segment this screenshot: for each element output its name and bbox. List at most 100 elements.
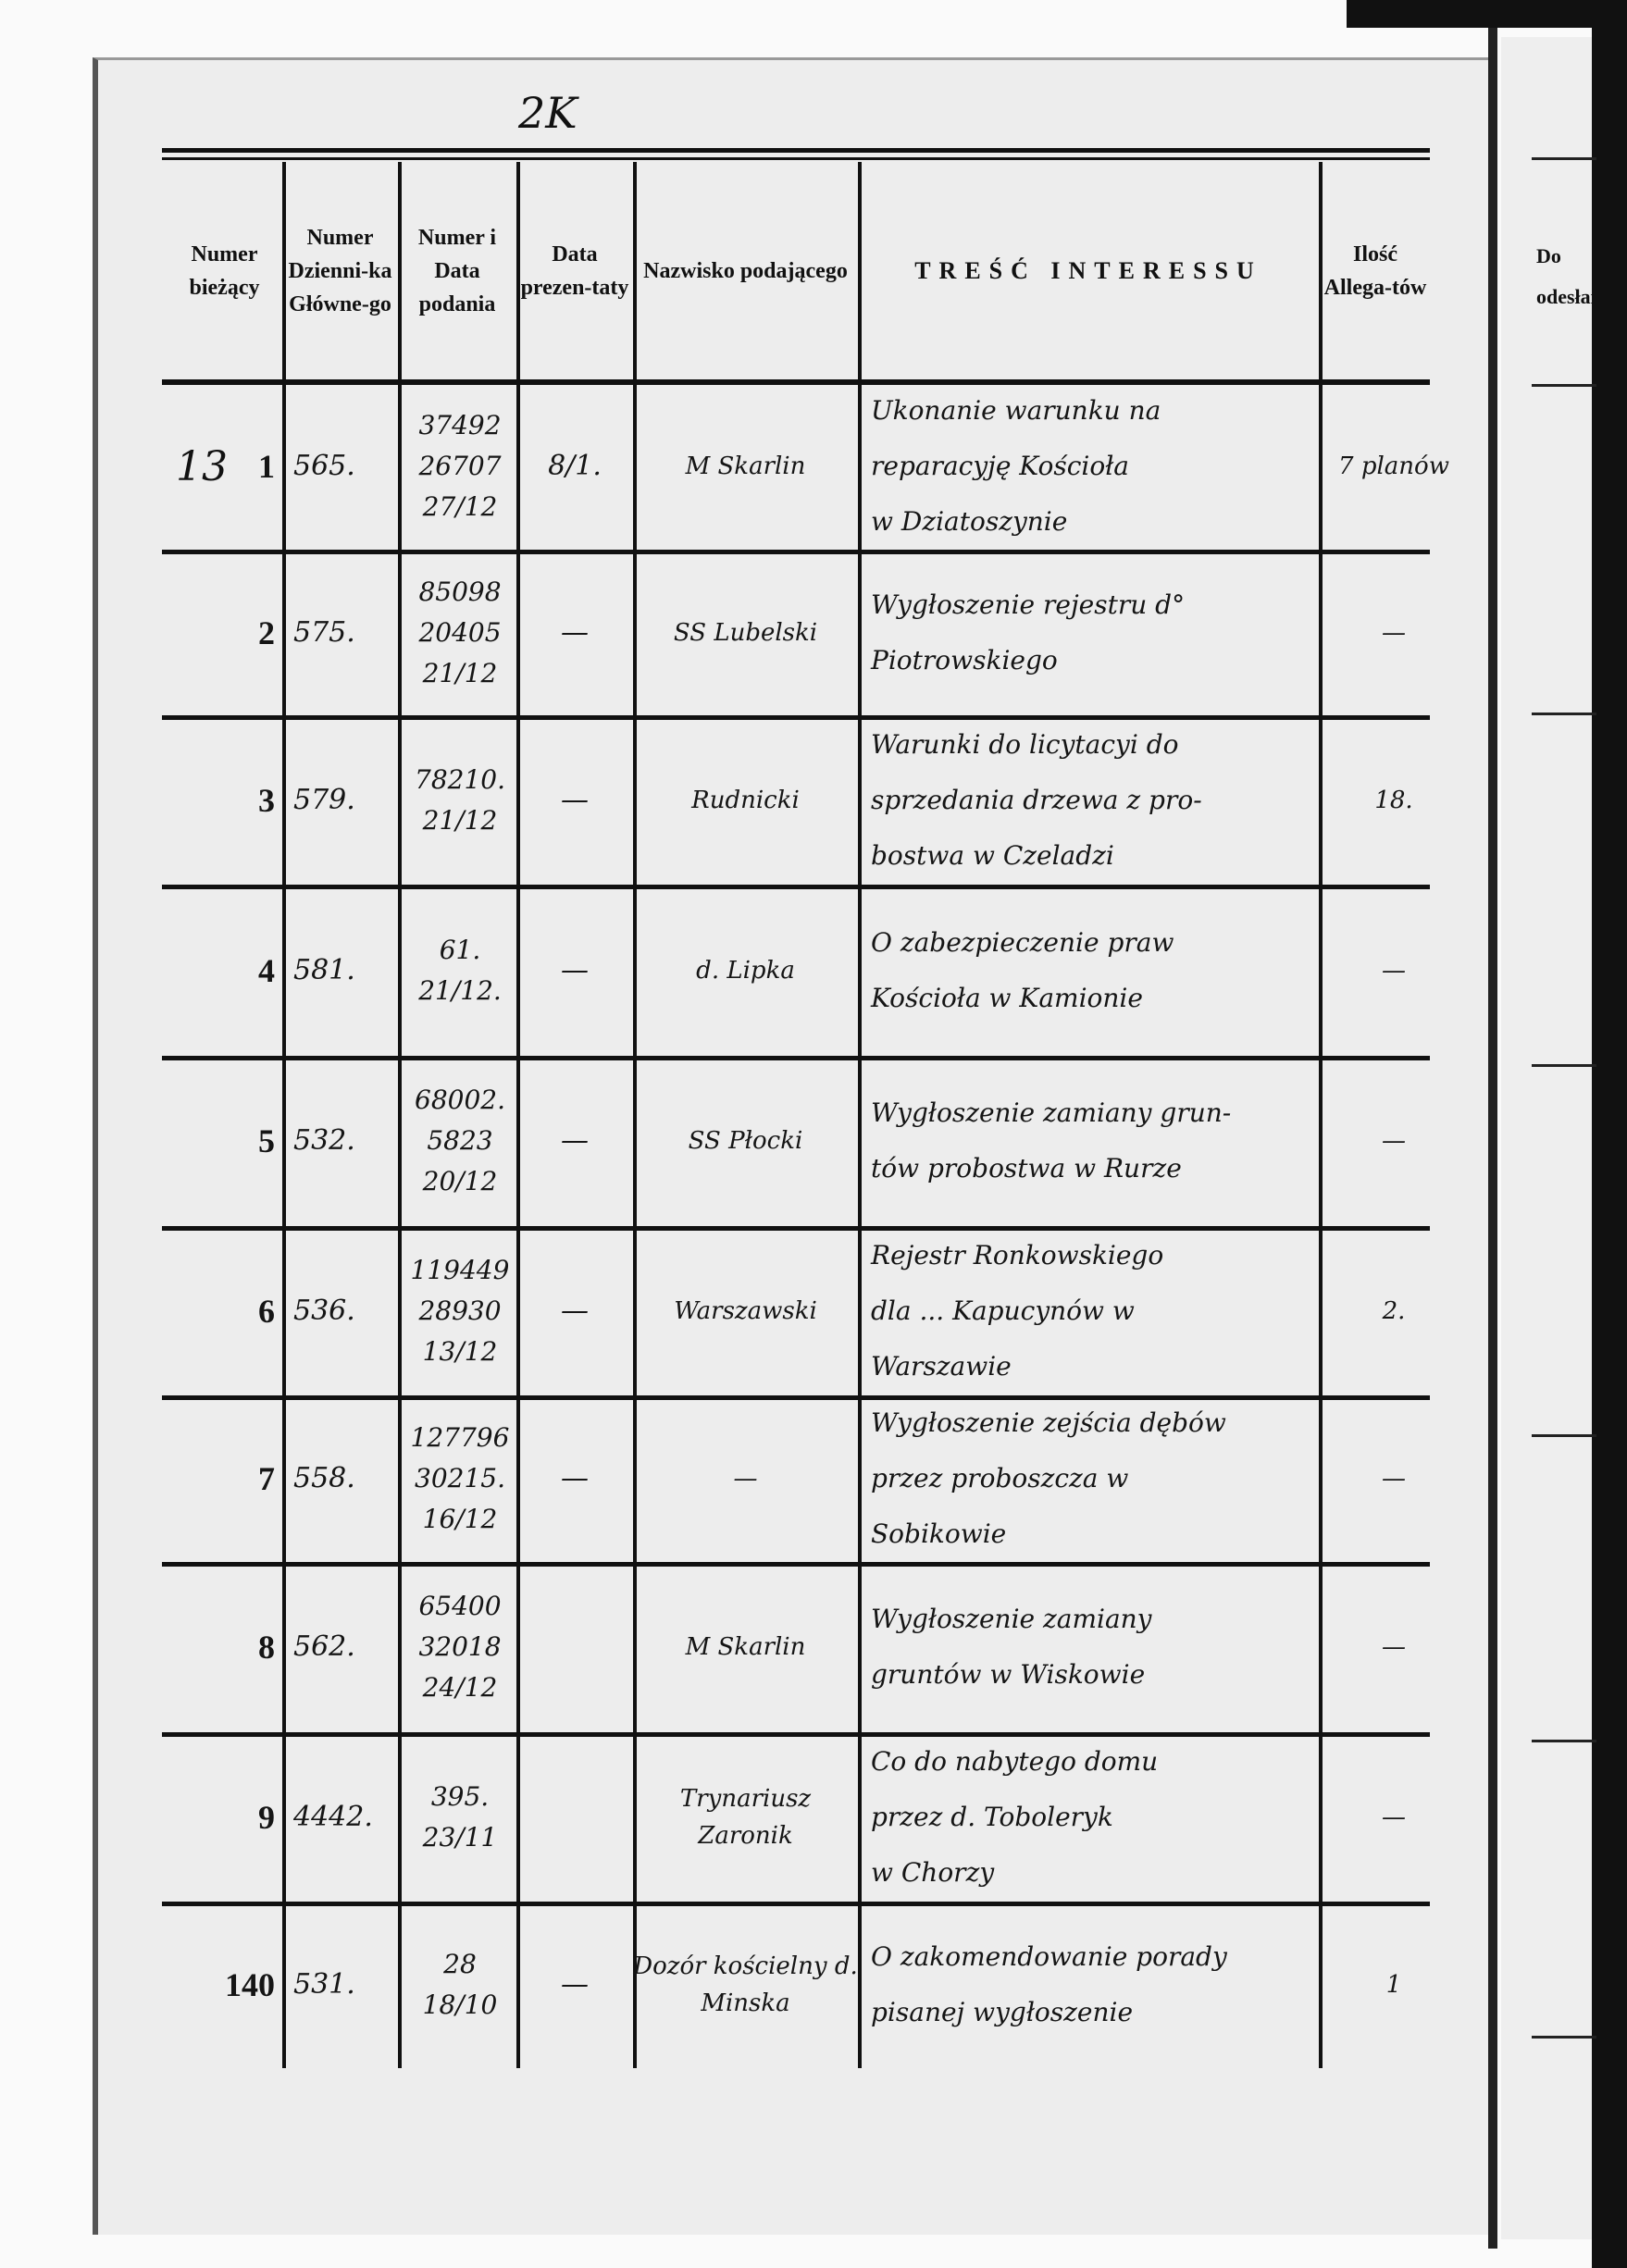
matter-content: Ukonanie warunku na reparacyję Kościoła w … [858,383,1319,550]
matter-line: bostwa w Czeladzi [871,839,1114,871]
journal-number: 562. [293,1630,355,1663]
entry-number: 4 [258,951,275,989]
entry-number: 1 [258,448,275,485]
submission-number-date: 28 18/10 [404,1902,516,2068]
matter-line: O zabezpieczenie praw [871,926,1174,958]
submission-number-date: 65400 32018 24/12 [404,1562,516,1732]
presentation-date: — [561,783,589,816]
journal-number: 532. [293,1124,355,1157]
entry-number: 5 [258,1122,275,1159]
submitter-name: Warszawski [674,1296,817,1325]
matter-line: Warunki do licytacyi do [871,728,1179,760]
entry-number: 6 [258,1292,275,1330]
margin-number: 13 [176,443,228,490]
submission-number-date: 85098 20405 21/12 [404,550,516,715]
matter-line: Ukonanie warunku na [871,395,1161,426]
column-divider [858,162,862,2068]
attachments-count: 2. [1382,1296,1406,1325]
scan-border [1347,0,1627,28]
matter-line: gruntów w Wiskowie [871,1659,1146,1690]
attachments-count: — [1382,956,1406,985]
matter-line: Wygłoszenie zejścia dębów [871,1407,1226,1438]
matter-line: Wygłoszenie zamiany grun- [871,1097,1232,1128]
submission-number-date: 37492 26707 27/12 [404,383,516,550]
submission-line: 37492 [418,410,502,440]
attachments-count: 7 planów [1338,452,1449,480]
matter-line: Co do nabytego domu [871,1745,1159,1777]
submission-number-date: 78210. 21/12 [404,715,516,885]
row-divider [162,1226,1430,1231]
entry-number: 2 [258,613,275,651]
attachments-count: — [1382,618,1406,647]
journal-number: 536. [293,1294,355,1327]
row-divider [162,550,1430,554]
submitter-name: Dozór kościelny d. Minska [633,1952,858,2017]
matter-content: Wygłoszenie zamiany gruntów w Wiskowie [858,1562,1319,1732]
submission-line: 61. [439,934,481,965]
matter-line: przez proboszcza w [871,1463,1129,1493]
row-divider [162,1395,1430,1400]
header-tresc: TREŚĆ INTERESSU [914,256,1262,284]
presentation-date: — [561,953,589,986]
journal-number: 565. [293,450,355,482]
submission-line: 28 [443,1949,477,1979]
matter-line: w Dziatoszynie [871,506,1068,537]
matter-content: O zabezpieczenie praw Kościoła w Kamionie [858,885,1319,1056]
attachments-count: — [1382,1465,1406,1493]
submission-line: 28930 [418,1295,502,1326]
right-page-rule [1532,157,1596,160]
right-page-rule [1532,713,1596,715]
header-numer-dziennika: Numer Dzienni-ka Główne-go [288,225,392,316]
matter-content: Wygłoszenie zejścia dębów przez proboszcz… [858,1395,1319,1562]
right-page-rule [1532,1434,1596,1437]
presentation-date: — [561,1462,589,1494]
header-nazwisko: Nazwisko podającego [643,258,848,283]
matter-line: Rejestr Ronkowskiego [871,1239,1164,1270]
submission-line: 30215. [415,1463,505,1493]
entry-number: 140 [225,1966,275,2003]
journal-number: 581. [293,953,355,986]
submission-line: 21/12 [422,804,498,836]
matter-line: reparacyję Kościoła [871,451,1129,481]
page-gutter [1488,28,1497,2249]
submission-line: 395. [430,1780,490,1812]
right-page-rule [1532,1740,1596,1742]
submission-line: 68002. [415,1084,505,1115]
submission-number-date: 68002. 5823 20/12 [404,1056,516,1226]
row-divider [162,1732,1430,1737]
right-page-rule [1532,1064,1596,1067]
right-page-rule [1532,384,1596,387]
submission-line: 13/12 [422,1335,498,1367]
presentation-date [516,1732,633,1902]
matter-line: sprzedania drzewa z pro- [871,784,1202,815]
matter-line: w Chorzy [871,1856,995,1888]
submission-line: 65400 [418,1591,502,1621]
submission-line: 23/11 [422,1821,498,1853]
submitter-name: SS Płocki [688,1127,803,1155]
presentation-date: — [561,615,589,649]
submission-line: 127796 [410,1422,510,1453]
submitter-name: M Skarlin [685,1633,806,1661]
matter-content: Wygłoszenie rejestru d° Piotrowskiego [858,550,1319,715]
entry-number: 9 [258,1798,275,1836]
submission-line: 78210. [415,763,505,795]
submitter-name: Trynariusz Zaronik [679,1784,812,1850]
submission-line: 119449 [410,1254,510,1285]
attachments-count: — [1382,1127,1406,1155]
matter-content: O zakomendowanie porady pisanej wygłoszen… [858,1902,1319,2068]
submission-line: 16/12 [422,1504,498,1534]
matter-line: O zakomendowanie porady [871,1941,1227,1972]
submitter-name: d. Lipka [696,956,795,985]
submission-number-date: 127796 30215. 16/12 [404,1395,516,1562]
matter-content: Co do nabytego domu przez d. Toboleryk w C… [858,1732,1319,1902]
entry-number: 7 [258,1460,275,1497]
matter-line: tów probostwa w Rurze [871,1153,1182,1184]
journal-number: 575. [293,615,355,649]
submission-number-date: 61. 21/12. [404,885,516,1056]
submitter-name: Rudnicki [691,786,800,814]
page-mark: 2K [518,88,578,138]
submission-line: 21/12. [418,974,502,1006]
submission-line: 26707 [418,451,502,481]
header-rule-top [162,157,1430,160]
